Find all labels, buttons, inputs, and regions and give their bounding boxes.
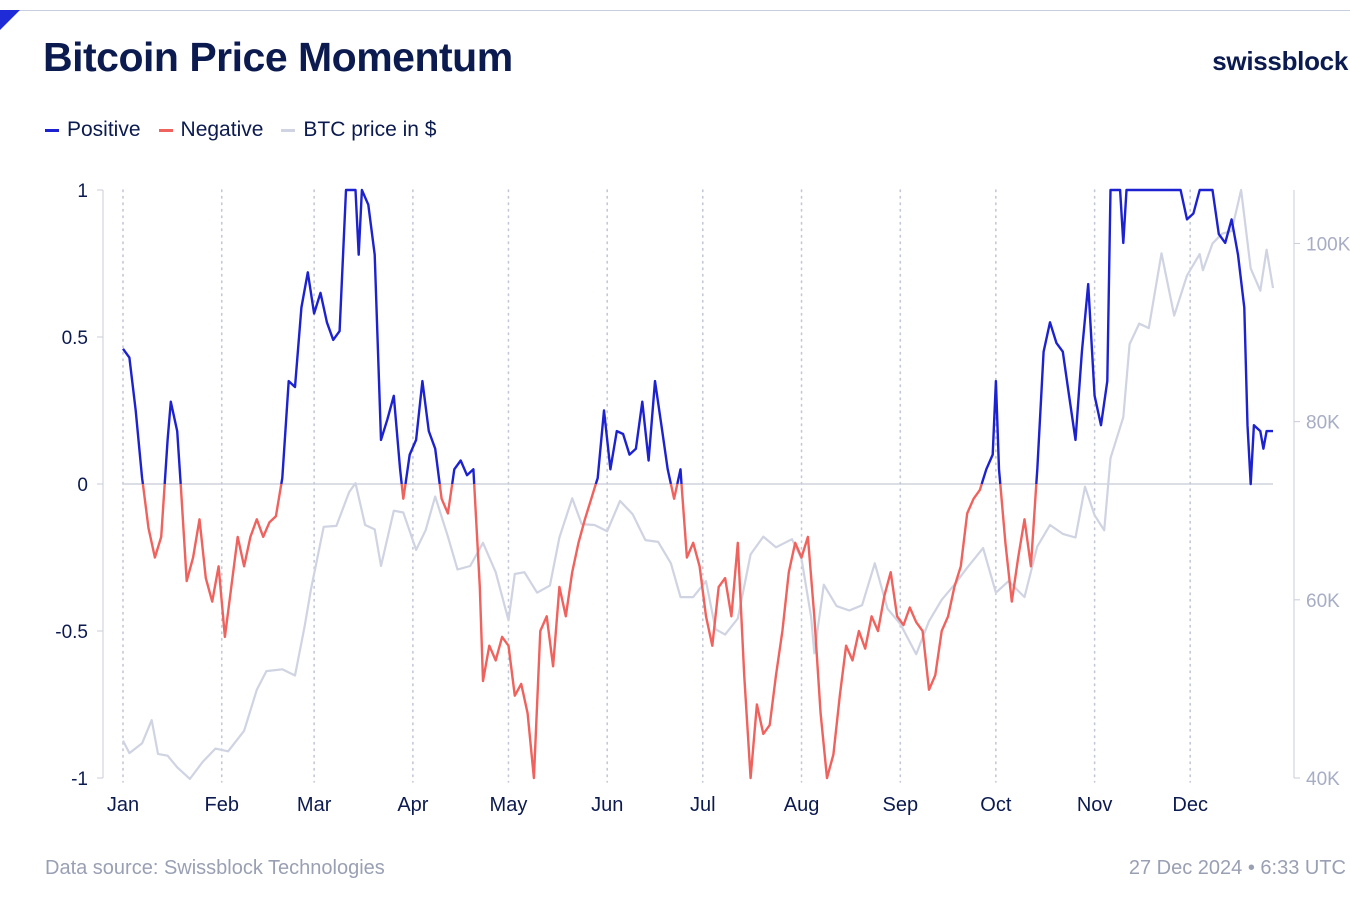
- x-tick-label: Feb: [205, 794, 239, 816]
- y-left-tick-label: -0.5: [55, 622, 88, 643]
- x-tick-label: Jun: [591, 794, 623, 816]
- y-left-tick-label: 0: [77, 475, 88, 496]
- momentum-negative-segment: [141, 483, 166, 559]
- x-tick-label: Aug: [784, 794, 820, 816]
- legend-item-negative[interactable]: Negative: [158, 118, 264, 142]
- momentum-positive-segment: [676, 468, 683, 485]
- momentum-negative-segment: [473, 483, 597, 780]
- momentum-positive-segment: [404, 379, 441, 485]
- btc-price-line: [122, 188, 1275, 781]
- momentum-negative-segment: [438, 483, 454, 515]
- top-rule: [0, 10, 1350, 11]
- momentum-negative-segment: [680, 483, 983, 780]
- x-tick-label: May: [490, 794, 528, 816]
- legend-item-btc-price[interactable]: BTC price in $: [281, 118, 436, 142]
- momentum-negative-segment: [400, 483, 407, 500]
- momentum-positive-segment: [122, 348, 145, 485]
- legend-label-positive: Positive: [67, 118, 141, 141]
- momentum-positive-segment: [594, 379, 673, 485]
- legend-swatch-positive: [45, 128, 59, 132]
- legend-swatch-negative: [158, 128, 173, 132]
- page-title: Bitcoin Price Momentum: [43, 34, 513, 80]
- momentum-negative-segment: [669, 483, 679, 500]
- x-tick-label: Oct: [980, 794, 1012, 816]
- momentum-positive-segment: [1035, 188, 1273, 486]
- x-tick-label: Jul: [690, 794, 716, 816]
- legend-label-negative: Negative: [180, 118, 264, 141]
- x-tick-label: Nov: [1077, 794, 1113, 816]
- momentum-positive-segment: [980, 379, 1002, 485]
- brand-logo: swissblock: [1212, 46, 1348, 76]
- y-left-tick-label: 0.5: [62, 328, 88, 349]
- x-tick-label: Mar: [297, 794, 332, 816]
- momentum-negative-segment: [179, 483, 283, 639]
- y-left-tick-label: 1: [77, 181, 88, 202]
- legend-label-btc-price: BTC price in $: [303, 118, 437, 141]
- momentum-positive-segment: [163, 400, 182, 485]
- legend-item-positive[interactable]: Positive: [45, 118, 141, 142]
- momentum-negative-segment: [999, 483, 1038, 603]
- corner-accent: [0, 10, 20, 30]
- chart-legend: Positive Negative BTC price in $: [45, 118, 436, 142]
- y-right-tick-label: 100K: [1306, 234, 1350, 255]
- momentum-positive-segment: [280, 188, 403, 485]
- legend-swatch-btc-price: [281, 128, 296, 132]
- data-source-note: Data source: Swissblock Technologies: [45, 857, 385, 879]
- x-tick-label: Sep: [882, 794, 918, 816]
- y-right-tick-label: 60K: [1306, 591, 1340, 612]
- x-tick-label: Dec: [1172, 794, 1208, 816]
- timestamp: 27 Dec 2024 • 6:33 UTC: [1128, 857, 1346, 879]
- y-left-tick-label: -1: [71, 769, 88, 790]
- x-tick-label: Apr: [397, 794, 428, 816]
- x-tick-label: Jan: [107, 794, 139, 816]
- momentum-positive-segment: [451, 459, 476, 485]
- y-right-tick-label: 40K: [1306, 769, 1340, 790]
- y-right-tick-label: 80K: [1306, 413, 1340, 434]
